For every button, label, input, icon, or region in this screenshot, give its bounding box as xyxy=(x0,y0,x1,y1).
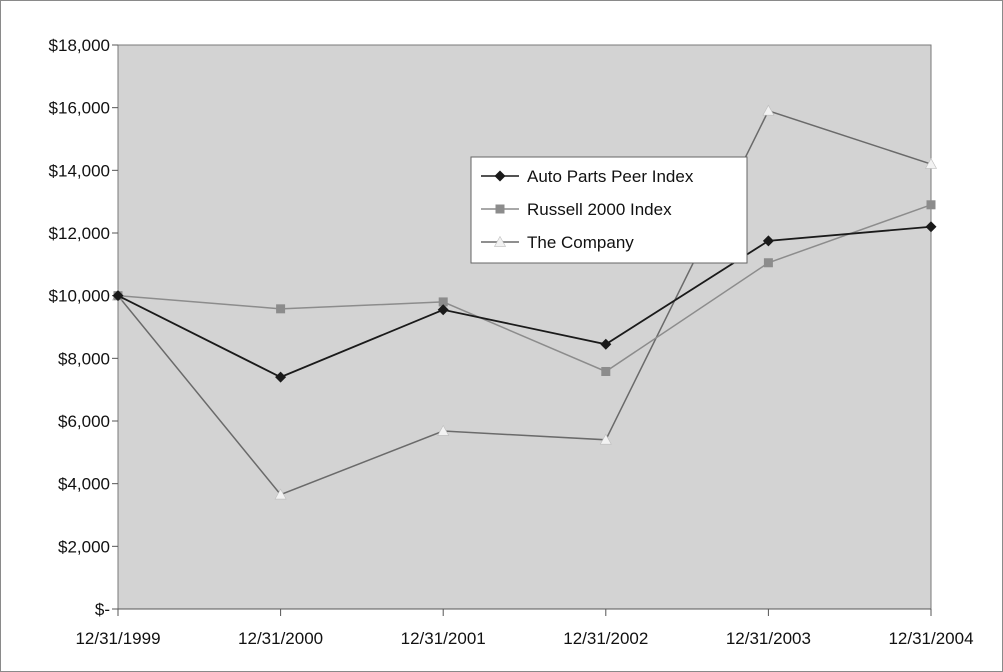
data-point-triangle xyxy=(924,157,938,169)
legend: Auto Parts Peer Index Russell 2000 Index T… xyxy=(470,156,748,264)
y-tick-label: $16,000 xyxy=(49,99,110,118)
legend-marker-triangle xyxy=(493,235,507,247)
y-tick-label: $2,000 xyxy=(58,537,110,556)
series-layer xyxy=(111,104,938,500)
data-point-diamond xyxy=(762,235,774,247)
y-tick-label: $12,000 xyxy=(49,224,110,243)
x-axis: 12/31/1999 12/31/2000 12/31/2001 12/31/2002… xyxy=(75,608,974,648)
series-line xyxy=(117,109,932,496)
y-tick-label: $18,000 xyxy=(49,36,110,55)
data-point-square xyxy=(601,366,611,376)
data-point-square xyxy=(276,304,286,314)
y-tick-label: $8,000 xyxy=(58,349,110,368)
y-tick-label: $6,000 xyxy=(58,412,110,431)
data-point-square xyxy=(763,258,773,268)
legend-marker-square xyxy=(495,204,505,214)
data-point-triangle xyxy=(274,488,287,500)
legend-entry: The Company xyxy=(481,233,634,252)
data-point-diamond xyxy=(925,221,937,233)
data-point-diamond xyxy=(437,304,449,316)
x-tick-label: 12/31/2000 xyxy=(238,629,323,648)
y-axis: $- $2,000 $4,000 $6,000 $8,000 $10,000 $12,000… xyxy=(49,36,119,619)
data-point-triangle xyxy=(437,424,450,436)
legend-entry: Auto Parts Peer Index xyxy=(481,167,694,186)
y-tick-label: $4,000 xyxy=(58,475,110,494)
data-point-diamond xyxy=(112,290,124,302)
legend-entry: Russell 2000 Index xyxy=(481,200,672,219)
data-point-square xyxy=(438,297,448,307)
y-tick-label: $14,000 xyxy=(49,161,110,180)
series-auto-parts-peer-index xyxy=(112,221,937,383)
legend-box xyxy=(470,156,748,264)
data-point-triangle xyxy=(762,104,775,116)
series-line xyxy=(117,225,932,379)
x-tick-label: 12/31/2003 xyxy=(726,629,811,648)
x-tick-label: 12/31/1999 xyxy=(75,629,160,648)
data-point-triangle xyxy=(599,433,612,445)
legend-label: Auto Parts Peer Index xyxy=(527,167,694,186)
series-line xyxy=(117,204,932,373)
y-tick-label: $- xyxy=(95,600,110,619)
data-point-diamond xyxy=(600,338,612,350)
legend-label: The Company xyxy=(527,233,634,252)
x-tick-label: 12/31/2002 xyxy=(563,629,648,648)
legend-label: Russell 2000 Index xyxy=(527,200,672,219)
x-tick-label: 12/31/2001 xyxy=(401,629,486,648)
data-point-diamond xyxy=(275,371,287,383)
data-point-square xyxy=(926,200,936,210)
legend-marker-diamond xyxy=(494,170,506,182)
y-tick-label: $10,000 xyxy=(49,287,110,306)
x-tick-label: 12/31/2004 xyxy=(888,629,973,648)
